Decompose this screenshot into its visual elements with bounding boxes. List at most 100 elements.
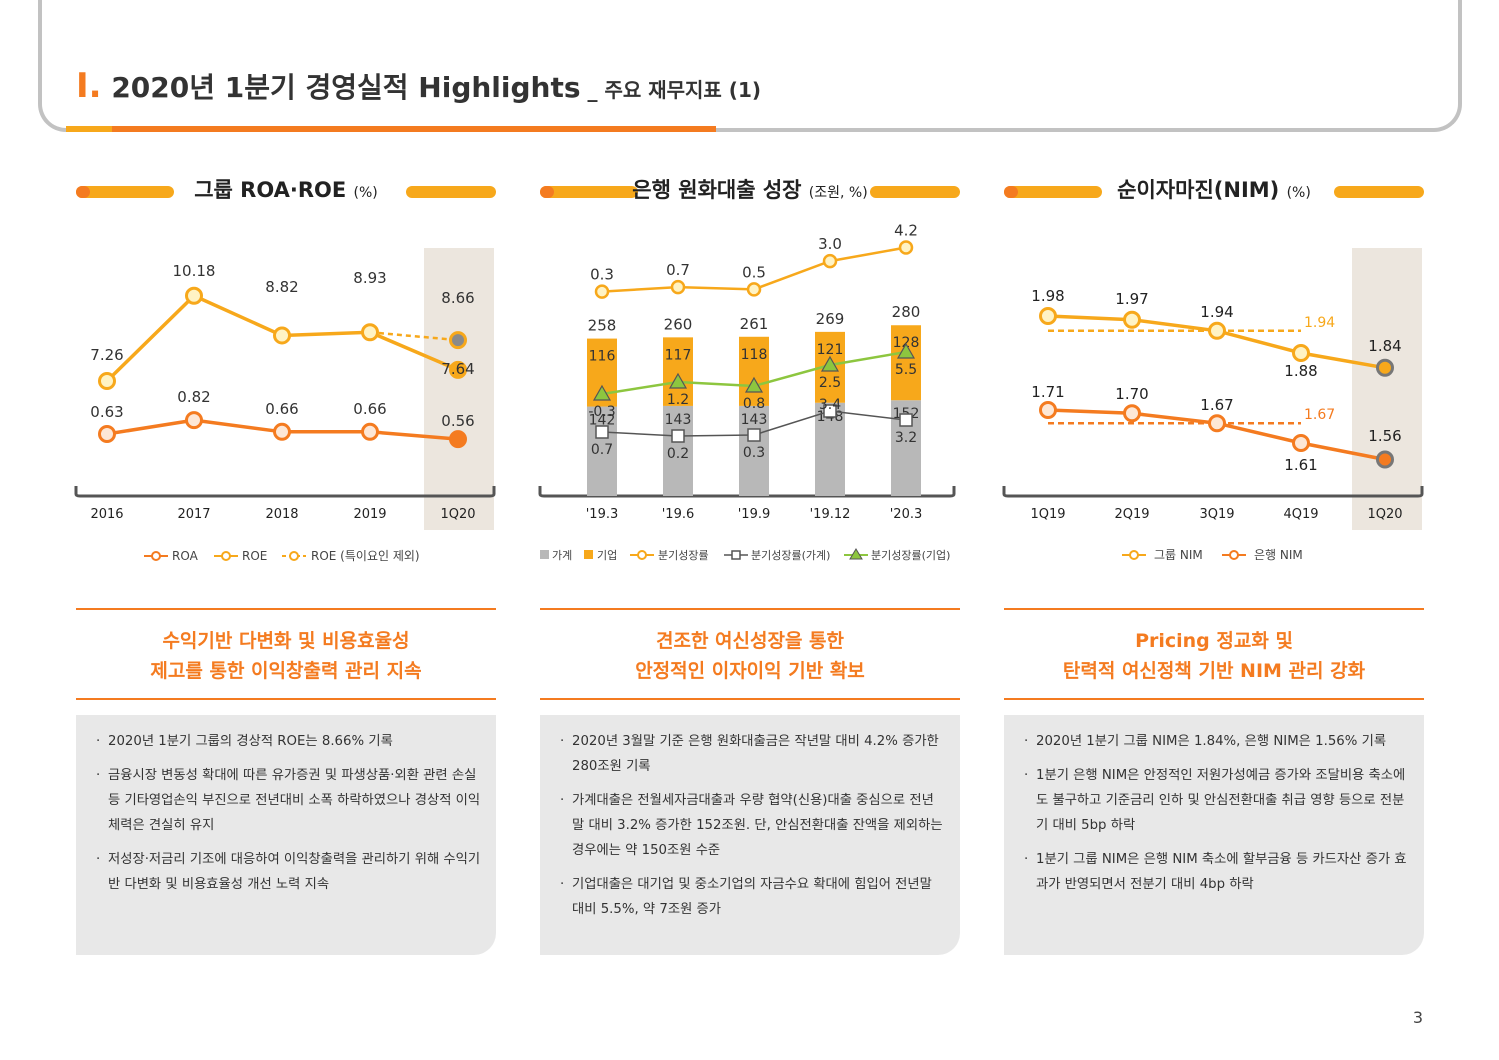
headline: Pricing 정교화 및 탄력적 여신정책 기반 NIM 관리 강화: [1004, 608, 1424, 700]
panel-unit: (%): [353, 185, 378, 201]
headline-line-2: 탄력적 여신정책 기반 NIM 관리 강화: [1062, 660, 1366, 682]
panel-title: 순이자마진(NIM) (%): [1004, 174, 1424, 204]
bar-corporate-label: 117: [665, 347, 692, 363]
legend-household-label: 가계: [552, 549, 572, 562]
legend-roa-label: ROA: [172, 549, 199, 563]
roe-point: [449, 360, 467, 379]
x-tick-label: 4Q19: [1283, 507, 1318, 522]
decor-pill-right: [406, 186, 496, 198]
group-nim-point: [1039, 307, 1057, 325]
bar-total-label: 280: [892, 303, 921, 321]
panel-title-text: 순이자마진(NIM): [1117, 178, 1280, 202]
note-item: 저성장·저금리 기조에 대응하여 이익창출력을 관리하기 위해 수익기반 다변화…: [96, 847, 482, 897]
legend-group-nim-marker: [1129, 550, 1139, 560]
household-growth-data-label: 0.3: [743, 445, 765, 461]
roa-roe-chart: 2016 2017 2018 2019 1Q20 7.26 10.18 8.82 8.93 7.6…: [74, 248, 496, 563]
group-nim-point: [1376, 358, 1394, 377]
bar-household: [739, 405, 769, 496]
notes-box: 2020년 3월말 기준 은행 원화대출금은 작년말 대비 4.2% 증가한 2…: [540, 715, 960, 955]
household-growth-point: [747, 428, 761, 442]
corporate-growth-data-label: -0.3: [588, 404, 615, 420]
group-nim-data-label: 1.97: [1115, 290, 1148, 308]
panel-title: 은행 원화대출 성장 (조원, %): [540, 174, 960, 204]
x-axis: [1002, 486, 1424, 498]
note-item: 1분기 그룹 NIM은 은행 NIM 축소에 할부금융 등 카드자산 증가 효과…: [1024, 847, 1410, 897]
group-nim-reference-label: 1.94: [1304, 315, 1335, 331]
growth-data-label: 3.0: [818, 235, 842, 253]
panel-title: 그룹 ROA·ROE (%): [76, 174, 496, 204]
bar-household: [587, 406, 617, 496]
bar-household-label: 143: [665, 412, 692, 428]
roe-adjusted-point: [449, 331, 467, 350]
household-growth-point: [899, 413, 913, 427]
panel-header: 순이자마진(NIM) (%): [1004, 170, 1424, 210]
note-item: 금융시장 변동성 확대에 따른 유가증권 및 파생상품·외환 관련 손실 등 기…: [96, 763, 482, 838]
panel-unit: (%): [1286, 185, 1311, 201]
group-nim-point: [1123, 310, 1141, 329]
roe-data-label: 8.93: [353, 269, 386, 287]
bar-total-label: 260: [664, 315, 693, 333]
roa-point: [185, 411, 203, 430]
panel-header: 그룹 ROA·ROE (%): [76, 170, 496, 210]
x-tick-label: 2Q19: [1114, 507, 1149, 522]
bar-corporate-label: 121: [817, 342, 844, 358]
panel-title-text: 그룹 ROA·ROE: [194, 178, 347, 202]
roe-adjusted-line: [369, 330, 459, 342]
bar-corporate-label: 118: [741, 347, 768, 363]
roe-adjusted-data-label: 8.66: [441, 289, 474, 307]
page-number: 3: [1412, 1008, 1423, 1027]
bar-household: [815, 402, 845, 496]
page-subtitle: _ 주요 재무지표 (1): [580, 78, 762, 102]
panel-unit: (조원, %): [808, 185, 868, 201]
headline-line-1: 수익기반 다변화 및 비용효율성: [162, 630, 410, 652]
roe-data-label: 7.64: [441, 360, 474, 378]
roa-data-label: 0.56: [441, 412, 474, 430]
legend-roe-label: ROE: [242, 549, 267, 563]
household-growth-point: [595, 425, 609, 439]
page-title-text: 2020년 1분기 경영실적 Highlights: [101, 71, 581, 104]
panel-roa-roe: 그룹 ROA·ROE (%) 2016 2017 2018 2019 1Q20 7.26 1…: [74, 170, 496, 955]
roa-point: [361, 422, 379, 441]
legend-roe-adjusted-marker: [289, 551, 299, 561]
roa-data-label: 0.63: [90, 403, 123, 421]
x-axis: [74, 486, 496, 498]
x-tick-label: 2018: [265, 507, 298, 522]
x-tick-label: '19.3: [586, 507, 619, 522]
growth-data-label: 0.5: [742, 263, 766, 281]
decor-pill-left: [540, 186, 638, 198]
group-nim-point: [1208, 321, 1226, 340]
roa-point: [98, 425, 116, 443]
bar-total-label: 269: [816, 310, 845, 328]
growth-data-label: 0.7: [666, 261, 690, 279]
corporate-growth-data-label: 1.2: [667, 392, 689, 408]
panel-header: 은행 원화대출 성장 (조원, %): [540, 170, 960, 210]
highlight-band-1q20: [1352, 248, 1422, 530]
bank-nim-data-label: 1.56: [1368, 427, 1401, 445]
roe-data-label: 7.26: [90, 346, 123, 364]
household-growth-data-label: 3.2: [895, 430, 917, 446]
section-number: I.: [76, 66, 102, 106]
legend-roe-adjusted-label: ROE (특이요인 제외): [311, 549, 420, 563]
legend-bank-nim-label: 은행 NIM: [1254, 547, 1303, 562]
x-tick-label: 2019: [353, 507, 386, 522]
legend-group-nim-label: 그룹 NIM: [1154, 548, 1203, 562]
bank-nim-point: [1208, 414, 1226, 433]
roe-data-label: 8.82: [265, 278, 298, 296]
growth-point: [898, 240, 914, 255]
x-tick-label: 1Q20: [440, 507, 475, 522]
note-item: 2020년 1분기 그룹의 경상적 ROE는 8.66% 기록: [96, 729, 482, 754]
headline-line-1: 견조한 여신성장을 통한: [655, 630, 845, 652]
panel-title-text: 은행 원화대출 성장: [632, 178, 802, 202]
group-nim-data-label: 1.84: [1368, 337, 1401, 355]
group-nim-data-label: 1.98: [1031, 287, 1064, 305]
headline-line-2: 제고를 통한 이익창출력 관리 지속: [150, 660, 422, 682]
bank-nim-point: [1376, 450, 1394, 469]
nim-chart: 1Q19 2Q19 3Q19 4Q19 1Q20 1.94 1.67 1.98 1.97 1.94…: [1002, 248, 1424, 562]
household-growth-data-label: 0.7: [591, 442, 613, 458]
decor-pill-left: [1004, 186, 1102, 198]
legend-roa-marker: [151, 551, 161, 561]
headline-line-1: Pricing 정교화 및: [1135, 630, 1293, 652]
legend-roe-marker: [221, 551, 231, 561]
legend-bank-nim-marker: [1229, 550, 1239, 560]
headline-line-2: 안정적인 이자이익 기반 확보: [635, 660, 865, 682]
